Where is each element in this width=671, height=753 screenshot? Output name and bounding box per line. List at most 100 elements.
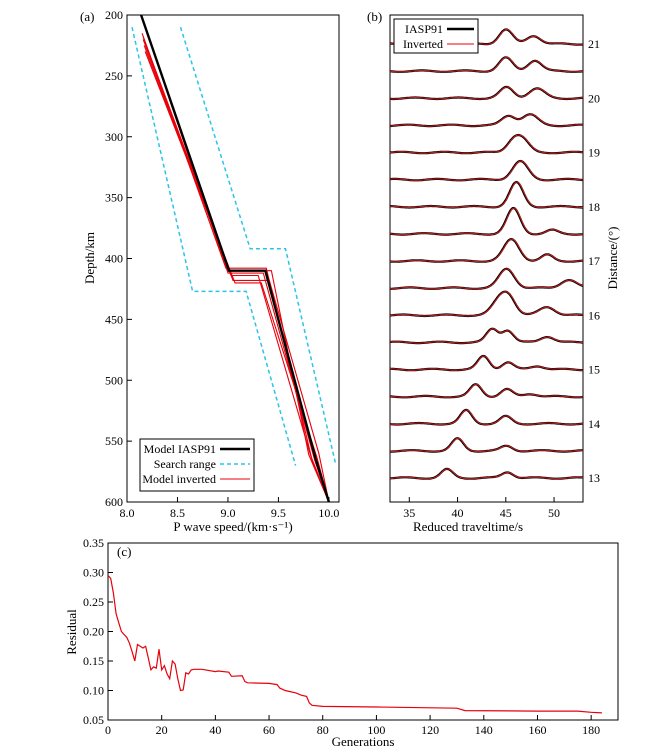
inverted-model-line bbox=[142, 36, 330, 502]
inverted-trace bbox=[390, 291, 583, 317]
panel-b-y-axis-label: Distance/(°) bbox=[605, 227, 620, 290]
panel-b-x-tick-label: 35 bbox=[403, 506, 415, 520]
panel-b-distance-label: 17 bbox=[588, 254, 600, 268]
panel-a-x-tick-label: 9.5 bbox=[271, 506, 286, 520]
panel-a-y-tick-label: 250 bbox=[105, 69, 123, 83]
panel-c-y-tick-label: 0.30 bbox=[83, 566, 104, 580]
iasp91-trace bbox=[390, 237, 583, 263]
panel-b-waveforms: (b) 35 40 45 50 13 14 15 16 17 18 19 20 21 Reduced … bbox=[367, 9, 620, 534]
panel-c-x-tick-label: 100 bbox=[367, 723, 385, 737]
panel-a-legend-box bbox=[139, 438, 255, 492]
panel-c-y-tick-label: 0.35 bbox=[83, 536, 104, 550]
panel-c-x-tick-label: 120 bbox=[421, 723, 439, 737]
inverted-trace bbox=[390, 355, 583, 371]
panel-b-distance-label: 13 bbox=[588, 471, 600, 485]
panel-a-y-tick-label: 550 bbox=[105, 434, 123, 448]
iasp91-trace bbox=[390, 383, 583, 399]
inverted-trace bbox=[390, 409, 583, 425]
panel-a-plot-area bbox=[131, 15, 337, 502]
panel-a-x-axis-label: P wave speed/(km·s⁻¹) bbox=[173, 519, 292, 534]
panel-c-x-tick-label: 180 bbox=[582, 723, 600, 737]
panel-b-distance-label: 20 bbox=[588, 91, 600, 105]
panel-b-distance-label: 18 bbox=[588, 200, 600, 214]
iasp91-model-line bbox=[139, 15, 331, 502]
panel-c-y-axis-label: Residual bbox=[64, 609, 79, 655]
panel-c-x-axis-label: Generations bbox=[332, 734, 395, 749]
inverted-trace bbox=[390, 113, 583, 127]
legend-model-iasp91: Model IASP91 bbox=[144, 442, 216, 456]
panel-c-x-tick-label: 40 bbox=[209, 723, 221, 737]
panel-b-x-tick-label: 45 bbox=[500, 506, 512, 520]
legend-model-inverted: Model inverted bbox=[142, 472, 216, 486]
panel-b-distance-label: 14 bbox=[588, 417, 600, 431]
panel-c-y-tick-label: 0.20 bbox=[83, 625, 104, 639]
panel-a-y-tick-label: 450 bbox=[105, 312, 123, 326]
panel-b-x-tick-label: 40 bbox=[452, 506, 464, 520]
inverted-trace bbox=[390, 56, 583, 73]
panel-c-plot-area bbox=[107, 575, 602, 714]
panel-c-x-tick-label: 0 bbox=[105, 723, 111, 737]
panel-c-y-tick-label: 0.15 bbox=[83, 654, 104, 668]
inverted-trace bbox=[390, 328, 583, 344]
inverted-trace bbox=[390, 268, 583, 290]
iasp91-trace bbox=[390, 133, 583, 155]
panel-a-x-tick-label: 9.0 bbox=[220, 506, 235, 520]
iasp91-trace bbox=[390, 159, 583, 182]
panel-a-y-tick-label: 200 bbox=[105, 8, 123, 22]
panel-a-y-tick-label: 350 bbox=[105, 191, 123, 205]
panel-a-y-tick-label: 300 bbox=[105, 130, 123, 144]
panel-c-y-tick-label: 0.25 bbox=[83, 595, 104, 609]
iasp91-trace bbox=[390, 290, 583, 318]
panel-b-legend: IASP91 Inverted bbox=[393, 18, 479, 54]
panel-a-legend: Model IASP91 Search range Model inverted bbox=[139, 438, 255, 492]
panel-b-x-tick-label: 50 bbox=[548, 506, 560, 520]
panel-c-x-tick-label: 160 bbox=[528, 723, 546, 737]
inverted-model-line bbox=[140, 15, 330, 502]
legend-search-range: Search range bbox=[154, 457, 216, 471]
panel-b-label: (b) bbox=[367, 9, 382, 24]
panel-b-x-axis-label: Reduced traveltime/s bbox=[413, 519, 523, 534]
iasp91-trace bbox=[390, 180, 583, 209]
inverted-trace bbox=[390, 468, 583, 480]
panel-c-frame bbox=[107, 542, 619, 721]
panel-c-x-tick-label: 140 bbox=[475, 723, 493, 737]
iasp91-trace bbox=[390, 113, 583, 128]
panel-a-x-ticks: 8.0 8.5 9.0 9.5 10.0 bbox=[120, 497, 339, 520]
panel-a-y-axis-label: Depth/km bbox=[82, 232, 97, 284]
panel-c-x-ticks: 0 20 40 60 80 100 120 140 160 180 bbox=[105, 715, 600, 737]
iasp91-trace bbox=[390, 408, 583, 426]
inverted-trace bbox=[390, 160, 583, 181]
iasp91-trace bbox=[390, 56, 583, 73]
panel-b-frame bbox=[389, 14, 584, 503]
panel-c-y-tick-label: 0.05 bbox=[83, 713, 104, 727]
panel-c-label: (c) bbox=[117, 544, 131, 559]
inverted-trace bbox=[390, 207, 583, 236]
panel-c-y-ticks: 0.05 0.10 0.15 0.20 0.25 0.30 0.35 bbox=[83, 536, 113, 727]
panel-c-residual: (c) 0 20 40 60 80 100 120 140 160 180 0.05 0.10 0.1… bbox=[64, 536, 619, 749]
panel-c-x-tick-label: 20 bbox=[156, 723, 168, 737]
panel-b-distance-label: 15 bbox=[588, 363, 600, 377]
panel-a-label: (a) bbox=[80, 9, 94, 24]
residual-line bbox=[107, 575, 602, 714]
panel-a-y-tick-label: 600 bbox=[105, 495, 123, 509]
legend-iasp91: IASP91 bbox=[405, 22, 443, 36]
panel-b-x-ticks: 35 40 45 50 bbox=[403, 497, 560, 520]
iasp91-trace bbox=[390, 267, 583, 290]
iasp91-trace bbox=[390, 437, 583, 453]
iasp91-trace bbox=[390, 206, 583, 236]
search-range-line bbox=[179, 26, 337, 466]
search-range-line bbox=[131, 27, 297, 466]
panel-c-x-tick-label: 60 bbox=[263, 723, 275, 737]
panel-c-y-tick-label: 0.10 bbox=[83, 684, 104, 698]
panel-b-plot-area bbox=[390, 28, 583, 480]
inverted-trace bbox=[390, 238, 583, 263]
panel-a-x-tick-label: 8.0 bbox=[120, 506, 135, 520]
inverted-trace bbox=[390, 181, 583, 208]
panel-b-distance-label: 19 bbox=[588, 146, 600, 160]
panel-a-x-tick-label: 8.5 bbox=[170, 506, 185, 520]
panel-a-y-tick-label: 400 bbox=[105, 252, 123, 266]
panel-a-y-ticks: 200 250 300 350 400 450 500 550 600 bbox=[105, 8, 132, 509]
legend-inverted: Inverted bbox=[403, 37, 443, 51]
panel-b-distance-label: 21 bbox=[588, 37, 600, 51]
